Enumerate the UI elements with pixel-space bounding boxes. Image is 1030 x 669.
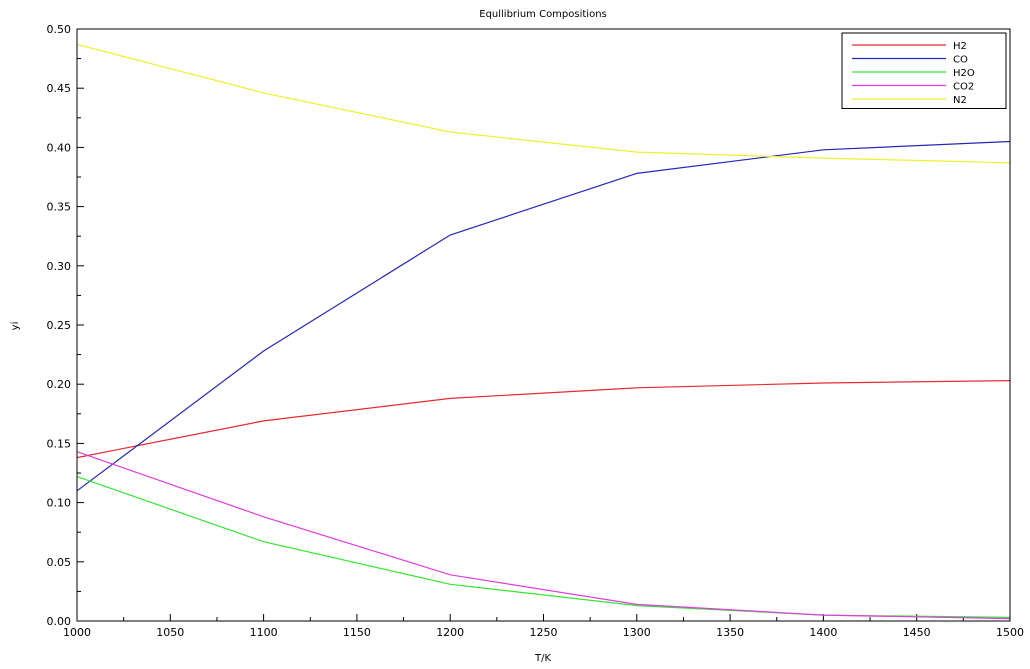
y-tick-label: 0.15 [47,437,72,450]
y-tick-label: 0.40 [47,141,72,154]
x-tick-label: 1200 [436,626,464,639]
legend-label: H2 [953,41,967,52]
series-line-h2o [76,476,1011,618]
axis-ticks [76,28,1011,622]
plot-area [76,28,1011,622]
x-tick-label: 1050 [156,626,184,639]
legend-box [841,32,1007,109]
y-tick-label: 0.20 [47,378,72,391]
tick-labels: 1000 1050 1100 1150 1200 1250 1300 1350 1400 1450… [47,23,1025,639]
y-tick-label: 0.45 [47,82,72,95]
y-tick-label: 0.05 [47,556,72,569]
y-tick-label: 0.50 [47,23,72,36]
series-line-co2 [76,451,1011,620]
x-tick-label: 1100 [250,626,278,639]
x-tick-label: 1500 [996,626,1024,639]
x-tick-label: 1250 [530,626,558,639]
y-tick-label: 0.10 [47,497,72,510]
x-tick-label: 1400 [809,626,837,639]
x-tick-label: 1450 [903,626,931,639]
x-tick-label: 1150 [343,626,371,639]
y-tick-label: 0.25 [47,319,72,332]
y-tick-label: 0.35 [47,201,72,214]
y-axis-title: yi [10,322,21,331]
x-tick-label: 1350 [716,626,744,639]
series-line-co [76,140,1011,492]
y-tick-label: 0.30 [47,260,72,273]
legend: H2 CO H2O CO2 N2 [841,32,1007,109]
series-lines [76,43,1011,620]
legend-label: CO [953,55,968,66]
x-axis-title: T/K [534,653,551,664]
x-tick-label: 1300 [623,626,651,639]
legend-label: H2O [953,68,975,79]
y-tick-label: 0.00 [47,615,72,628]
chart-title: Equllibrium Compositions [479,9,607,20]
x-tick-label: 1000 [63,626,91,639]
legend-label: CO2 [953,82,974,93]
series-line-h2 [76,380,1011,459]
legend-label: N2 [953,95,967,106]
series-line-n2 [76,43,1011,164]
